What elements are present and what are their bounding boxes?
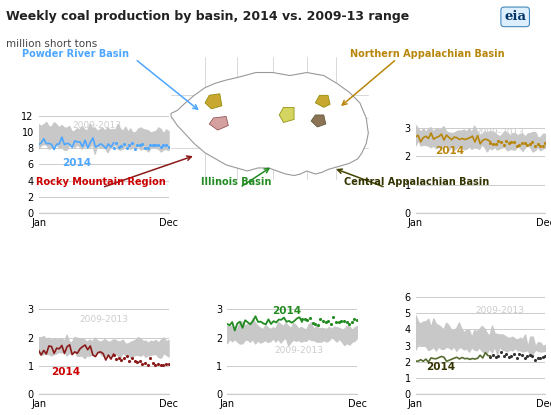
Text: Central Appalachian Basin: Central Appalachian Basin [344, 177, 490, 187]
Text: 2014: 2014 [273, 306, 301, 316]
Text: 2009-2013: 2009-2013 [73, 121, 122, 130]
Text: 2014: 2014 [435, 146, 464, 156]
Text: 2009-2013: 2009-2013 [476, 306, 525, 315]
Text: Northern Appalachian Basin: Northern Appalachian Basin [350, 49, 505, 59]
Polygon shape [311, 115, 326, 127]
Text: Weekly coal production by basin, 2014 vs. 2009-13 range: Weekly coal production by basin, 2014 vs… [6, 10, 409, 23]
Polygon shape [171, 73, 368, 176]
Text: 2009-2013: 2009-2013 [274, 346, 323, 355]
Polygon shape [205, 94, 222, 109]
Text: 2009-2013: 2009-2013 [476, 128, 525, 137]
Polygon shape [315, 95, 330, 107]
Text: 2014: 2014 [52, 367, 80, 377]
Polygon shape [209, 117, 228, 130]
Text: million short tons: million short tons [6, 39, 97, 49]
Text: Powder River Basin: Powder River Basin [22, 49, 129, 59]
Polygon shape [279, 107, 294, 122]
Text: eia: eia [504, 10, 526, 23]
Text: 2014: 2014 [426, 362, 455, 372]
Text: Rocky Mountain Region: Rocky Mountain Region [36, 177, 165, 187]
Text: Illinois Basin: Illinois Basin [201, 177, 272, 187]
Text: 2009-2013: 2009-2013 [79, 315, 128, 324]
Text: 2014: 2014 [62, 158, 91, 168]
